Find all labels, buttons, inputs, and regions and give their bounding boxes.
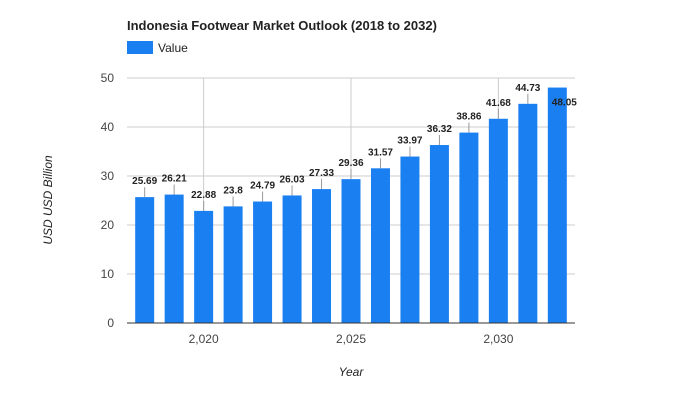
- bar[interactable]: [518, 103, 538, 323]
- x-tick-label: 2,030: [483, 332, 513, 346]
- data-label: 29.36: [338, 158, 363, 169]
- y-tick-label: 40: [101, 120, 115, 134]
- data-label: 38.86: [456, 112, 481, 123]
- data-label: 25.69: [132, 176, 157, 187]
- y-tick-label: 0: [107, 316, 114, 330]
- y-axis-ticks: 0 10 20 30 40 50: [101, 71, 115, 330]
- data-label: 48.05: [552, 98, 577, 109]
- chart-title: Indonesia Footwear Market Outlook (2018 …: [127, 18, 437, 33]
- legend-swatch: [127, 41, 153, 54]
- bar[interactable]: [488, 118, 508, 323]
- legend-label: Value: [158, 41, 188, 55]
- bar[interactable]: [312, 189, 332, 323]
- data-label: 24.79: [250, 181, 275, 192]
- bar[interactable]: [253, 201, 273, 323]
- data-label: 31.57: [368, 147, 393, 158]
- bar[interactable]: [282, 195, 302, 323]
- data-label: 23.8: [223, 185, 243, 196]
- data-label: 36.32: [427, 124, 452, 135]
- bar[interactable]: [370, 168, 390, 323]
- data-label: 33.97: [397, 136, 422, 147]
- bars: [135, 87, 567, 324]
- y-tick-label: 20: [101, 218, 115, 232]
- x-axis-ticks: 2,020 2,025 2,030: [189, 332, 514, 346]
- legend[interactable]: Value: [127, 41, 188, 55]
- data-labels: 25.69 26.21 22.88 23.8 24.79 26.03 27.33 29.36 3…: [132, 83, 577, 211]
- x-axis-title: Year: [339, 365, 365, 379]
- x-tick-label: 2,020: [189, 332, 219, 346]
- data-label: 26.03: [280, 174, 305, 185]
- y-axis-title: USD USD Billion: [41, 155, 55, 245]
- data-label: 27.33: [309, 168, 334, 179]
- bar[interactable]: [164, 194, 184, 323]
- bar[interactable]: [135, 197, 155, 323]
- bar[interactable]: [400, 156, 420, 323]
- data-label: 22.88: [191, 190, 216, 201]
- y-tick-label: 10: [101, 267, 115, 281]
- bar[interactable]: [429, 145, 449, 323]
- bar[interactable]: [459, 132, 479, 323]
- data-label: 41.68: [486, 98, 511, 109]
- data-label: 26.21: [162, 174, 187, 185]
- y-tick-label: 30: [101, 169, 115, 183]
- data-label: 44.73: [515, 83, 540, 94]
- bar[interactable]: [194, 210, 214, 323]
- bar[interactable]: [547, 87, 567, 324]
- bar[interactable]: [223, 206, 243, 323]
- x-tick-label: 2,025: [336, 332, 366, 346]
- y-tick-label: 50: [101, 71, 115, 85]
- bar[interactable]: [341, 179, 361, 323]
